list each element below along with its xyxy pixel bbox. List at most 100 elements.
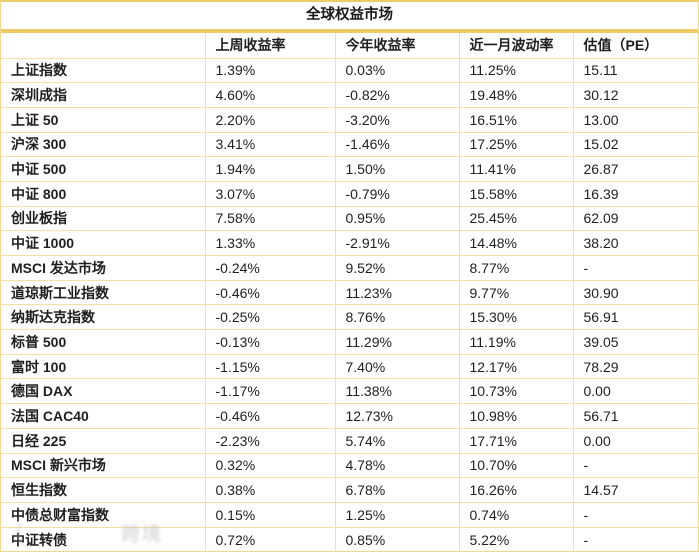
row-label: 沪深 300: [1, 131, 206, 158]
row-label: 法国 CAC40: [1, 403, 206, 429]
cell-value: 12.73%: [334, 403, 460, 429]
cell-value: -1.46%: [334, 131, 460, 158]
cell-value: 15.11: [572, 57, 698, 84]
row-label: 中证转债: [1, 526, 206, 552]
cell-value: -: [572, 255, 698, 281]
cell-value: 30.12: [572, 82, 698, 108]
cell-value: 15.58%: [458, 180, 574, 207]
cell-value: 25.45%: [458, 205, 574, 232]
cell-value: 7.58%: [204, 205, 336, 232]
table-row: 创业板指 7.58% 0.95% 25.45% 62.09: [1, 205, 698, 232]
cell-value: 0.85%: [334, 526, 460, 552]
corner-cell: [1, 33, 206, 59]
cell-value: 1.94%: [204, 156, 336, 182]
cell-value: 1.39%: [204, 57, 336, 84]
table-row: 上证指数 1.39% 0.03% 11.25% 15.11: [1, 57, 698, 84]
cell-value: 0.95%: [334, 205, 460, 232]
cell-value: -0.46%: [204, 403, 336, 429]
cell-value: 62.09: [572, 205, 698, 232]
cell-value: 19.48%: [458, 82, 574, 108]
table-row: 中债总财富指数 0.15% 1.25% 0.74% -: [1, 501, 698, 528]
table-row: 中证转债 0.72% 0.85% 5.22% -: [1, 526, 698, 552]
cell-value: 8.76%: [334, 304, 460, 331]
cell-value: 11.41%: [458, 156, 574, 182]
cell-value: 9.77%: [458, 279, 574, 306]
cell-value: -2.23%: [204, 427, 336, 454]
cell-value: -0.13%: [204, 329, 336, 355]
cell-value: 4.60%: [204, 82, 336, 108]
row-label: 中证 1000: [1, 230, 206, 256]
row-label: MSCI 发达市场: [1, 255, 206, 281]
cell-value: -: [572, 452, 698, 479]
cell-value: 56.91: [572, 304, 698, 331]
cell-value: 9.52%: [334, 255, 460, 281]
table-row: 标普 500 -0.13% 11.29% 11.19% 39.05: [1, 329, 698, 355]
cell-value: -0.82%: [334, 82, 460, 108]
cell-value: 14.57: [572, 477, 698, 503]
cell-value: -1.17%: [204, 378, 336, 405]
table-row: 中证 1000 1.33% -2.91% 14.48% 38.20: [1, 230, 698, 256]
cell-value: 10.70%: [458, 452, 574, 479]
cell-value: 1.25%: [334, 501, 460, 528]
cell-value: 4.78%: [334, 452, 460, 479]
row-label: 中债总财富指数: [1, 501, 206, 528]
table-row: 深圳成指 4.60% -0.82% 19.48% 30.12: [1, 82, 698, 108]
table-row: MSCI 新兴市场 0.32% 4.78% 10.70% -: [1, 452, 698, 479]
cell-value: 0.72%: [204, 526, 336, 552]
cell-value: -0.46%: [204, 279, 336, 306]
cell-value: 0.74%: [458, 501, 574, 528]
cell-value: 10.98%: [458, 403, 574, 429]
cell-value: 11.38%: [334, 378, 460, 405]
column-header: 估值（PE）: [572, 33, 698, 59]
cell-value: 0.38%: [204, 477, 336, 503]
cell-value: 15.30%: [458, 304, 574, 331]
row-label: 中证 800: [1, 180, 206, 207]
cell-value: 1.33%: [204, 230, 336, 256]
row-label: 纳斯达克指数: [1, 304, 206, 331]
row-label: 上证 50: [1, 106, 206, 133]
cell-value: 0.03%: [334, 57, 460, 84]
cell-value: 3.07%: [204, 180, 336, 207]
cell-value: 30.90: [572, 279, 698, 306]
table-title: 全球权益市场: [306, 7, 393, 23]
row-label: 富时 100: [1, 353, 206, 380]
cell-value: 16.51%: [458, 106, 574, 133]
cell-value: 11.29%: [334, 329, 460, 355]
table-row: 沪深 300 3.41% -1.46% 17.25% 15.02: [1, 131, 698, 158]
column-header: 今年收益率: [334, 33, 460, 59]
cell-value: -1.15%: [204, 353, 336, 380]
cell-value: 26.87: [572, 156, 698, 182]
cell-value: 16.26%: [458, 477, 574, 503]
cell-value: -0.24%: [204, 255, 336, 281]
cell-value: 17.25%: [458, 131, 574, 158]
cell-value: 6.78%: [334, 477, 460, 503]
table-row: 道琼斯工业指数 -0.46% 11.23% 9.77% 30.90: [1, 279, 698, 306]
table-row: MSCI 发达市场 -0.24% 9.52% 8.77% -: [1, 255, 698, 281]
cell-value: 7.40%: [334, 353, 460, 380]
row-label: 恒生指数: [1, 477, 206, 503]
cell-value: -0.25%: [204, 304, 336, 331]
cell-value: 0.15%: [204, 501, 336, 528]
cell-value: 0.00: [572, 427, 698, 454]
table-row: 上证 50 2.20% -3.20% 16.51% 13.00: [1, 106, 698, 133]
table-row: 纳斯达克指数 -0.25% 8.76% 15.30% 56.91: [1, 304, 698, 331]
table-row: 中证 500 1.94% 1.50% 11.41% 26.87: [1, 156, 698, 182]
table-row: 法国 CAC40 -0.46% 12.73% 10.98% 56.71: [1, 403, 698, 429]
column-header: 近一月波动率: [458, 33, 574, 59]
cell-value: 1.50%: [334, 156, 460, 182]
cell-value: 5.74%: [334, 427, 460, 454]
cell-value: 13.00: [572, 106, 698, 133]
row-label: 标普 500: [1, 329, 206, 355]
row-label: MSCI 新兴市场: [1, 452, 206, 479]
cell-value: 11.23%: [334, 279, 460, 306]
row-label: 日经 225: [1, 427, 206, 454]
cell-value: 12.17%: [458, 353, 574, 380]
cell-value: 2.20%: [204, 106, 336, 133]
cell-value: 3.41%: [204, 131, 336, 158]
cell-value: -2.91%: [334, 230, 460, 256]
row-label: 中证 500: [1, 156, 206, 182]
table-row: 德国 DAX -1.17% 11.38% 10.73% 0.00: [1, 378, 698, 405]
table-row: 中证 800 3.07% -0.79% 15.58% 16.39: [1, 180, 698, 207]
cell-value: 15.02: [572, 131, 698, 158]
cell-value: 11.19%: [458, 329, 574, 355]
